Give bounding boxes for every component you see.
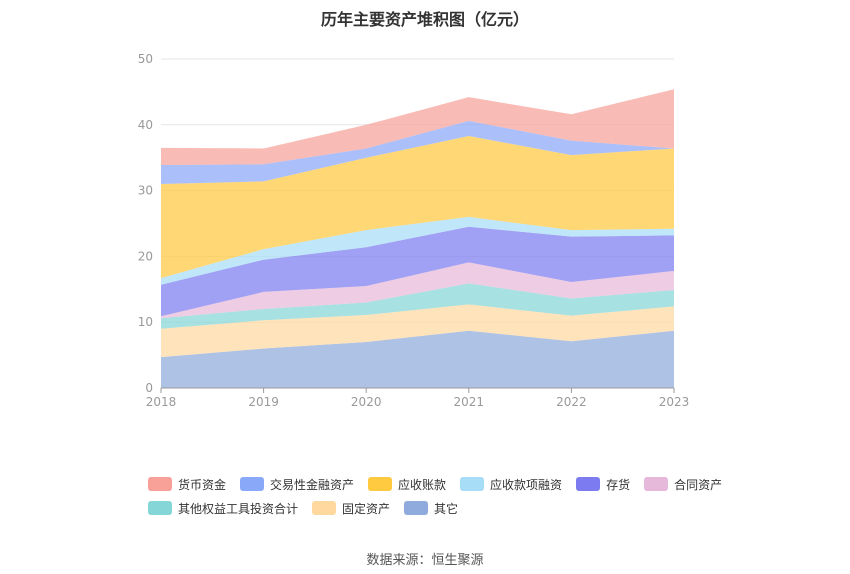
legend-item[interactable]: 应收账款 [368,476,446,493]
y-tick-label: 10 [138,315,153,329]
legend-swatch [240,477,265,491]
x-tick-label: 2019 [248,395,279,409]
legend-label: 交易性金融资产 [270,477,355,492]
x-tick-label: 2022 [556,395,587,409]
x-tick-label: 2018 [146,395,177,409]
y-tick-label: 30 [138,184,153,198]
legend-label: 固定资产 [342,501,391,516]
legend-swatch [576,477,601,491]
area-series-3 [161,262,674,319]
area-series-6 [161,135,674,279]
legend-row: 其他权益工具投资合计 固定资产 其它 [148,496,748,520]
legend-swatch [404,501,429,515]
legend-item[interactable]: 应收款项融资 [460,476,562,493]
area-series-8 [161,89,674,165]
legend-swatch [148,477,172,491]
area-series-7 [161,120,674,185]
legend-item[interactable]: 其他权益工具投资合计 [148,500,298,517]
y-tick-label: 20 [138,249,153,263]
y-tick-label: 50 [138,52,153,66]
legend-item[interactable]: 存货 [576,476,630,493]
legend-swatch [312,501,337,515]
legend-swatch [644,477,669,491]
y-tick-label: 0 [145,381,153,395]
x-tick-label: 2021 [454,395,485,409]
chart-title: 历年主要资产堆积图（亿元） [320,10,529,29]
legend-label: 应收款项融资 [490,477,563,492]
legend-swatch [148,501,172,515]
legend-item[interactable]: 合同资产 [644,476,722,493]
legend-label: 存货 [606,477,631,492]
y-tick-label: 40 [138,118,153,132]
data-source: 数据来源：恒生聚源 [366,553,484,568]
legend-item[interactable]: 货币资金 [148,476,226,493]
area-series-2 [161,283,674,329]
legend-item[interactable]: 交易性金融资产 [240,476,354,493]
legend-swatch [368,477,393,491]
x-tick-label: 2023 [659,395,690,409]
legend: 货币资金 交易性金融资产 应收账款 应收款项融资 存货 合同资产其他权益工具投资合计 固定资… [148,472,748,520]
legend-item[interactable]: 其它 [404,500,458,517]
area-series-1 [161,304,674,358]
area-series-group [161,89,674,388]
legend-label: 其他权益工具投资合计 [178,501,299,516]
legend-label: 合同资产 [674,477,723,492]
area-series-0 [161,330,674,388]
legend-label: 其它 [434,501,459,516]
area-series-4 [161,226,674,317]
x-tick-label: 2020 [351,395,382,409]
legend-item[interactable]: 固定资产 [312,500,390,517]
axes: 0 10 20 30 40 50 2018 2019 2020 2021 2022 2023 [138,52,690,409]
area-series-5 [161,216,674,285]
legend-label: 货币资金 [178,477,227,492]
legend-swatch [460,477,485,491]
legend-label: 应收账款 [398,477,447,492]
legend-row: 货币资金 交易性金融资产 应收账款 应收款项融资 存货 合同资产 [148,472,748,496]
